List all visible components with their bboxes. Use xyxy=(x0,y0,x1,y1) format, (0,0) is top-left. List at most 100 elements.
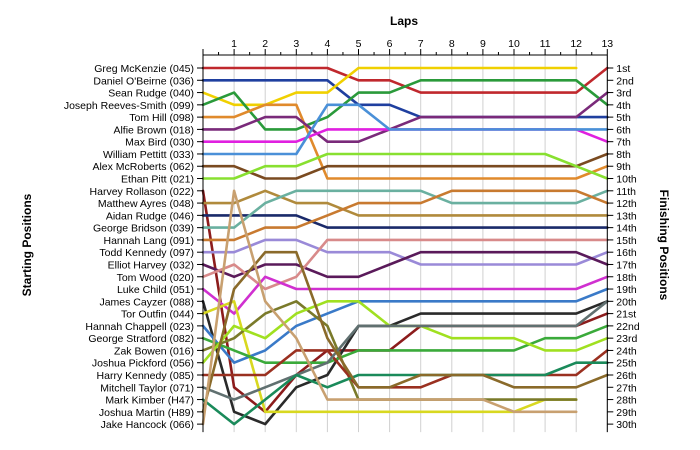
finishing-position-label: 15th xyxy=(616,235,637,247)
lap-tick-label: 6 xyxy=(387,38,393,50)
finishing-position-label: 8th xyxy=(616,149,631,161)
starting-position-label: George Bridson (039) xyxy=(93,223,194,235)
starting-position-label: Mark Kimber (H47) xyxy=(105,395,194,407)
series-line xyxy=(201,79,609,131)
finishing-position-label: 5th xyxy=(616,112,631,124)
lap-tick-label: 12 xyxy=(570,38,582,50)
starting-position-label: Zak Bowen (016) xyxy=(114,345,194,357)
starting-position-label: Tom Hill (098) xyxy=(129,112,194,124)
starting-position-label: Hannah Lang (091) xyxy=(104,235,195,247)
finishing-position-label: 14th xyxy=(616,223,637,235)
lap-tick-label: 11 xyxy=(540,38,551,50)
lap-tick-label: 3 xyxy=(293,38,299,50)
finishing-position-label: 25th xyxy=(616,358,637,370)
finishing-position-label: 3rd xyxy=(616,88,631,100)
starting-position-label: Daniel O'Beirne (036) xyxy=(93,75,194,87)
lap-tick-label: 5 xyxy=(356,38,362,50)
lap-tick-label: 1 xyxy=(231,38,237,50)
lap-tick-label: 4 xyxy=(324,38,330,50)
finishing-position-label: 29th xyxy=(616,407,637,419)
series-line xyxy=(201,299,609,401)
starting-position-label: William Pettitt (033) xyxy=(103,149,194,161)
finishing-position-label: 21st xyxy=(616,309,636,321)
lap-tick-label: 10 xyxy=(508,38,520,50)
series-line xyxy=(201,189,609,229)
starting-position-label: Joshua Martin (H89) xyxy=(99,407,194,419)
series-line xyxy=(201,214,609,229)
starting-position-label: Mitchell Taylor (071) xyxy=(100,382,194,394)
finishing-position-label: 30th xyxy=(616,419,637,431)
finishing-position-label: 10th xyxy=(616,174,637,186)
starting-position-labels: Greg McKenzie (045)Daniel O'Beirne (036)… xyxy=(64,63,194,431)
starting-position-label: Harry Kennedy (085) xyxy=(97,370,194,382)
starting-position-label: Hannah Chappell (023) xyxy=(85,321,194,333)
finishing-position-label: 19th xyxy=(616,284,637,296)
series-line xyxy=(201,91,609,143)
starting-position-label: Greg McKenzie (045) xyxy=(94,63,194,75)
finishing-positions-axis-title: Finishing Positions xyxy=(657,190,671,301)
lap-tick-label: 7 xyxy=(418,38,424,50)
starting-position-label: Joshua Pickford (056) xyxy=(92,358,194,370)
series-line xyxy=(201,299,609,365)
finishing-position-label: 7th xyxy=(616,137,631,149)
starting-position-label: Jake Hancock (066) xyxy=(101,419,194,431)
finishing-position-label: 13th xyxy=(616,210,637,222)
series-line xyxy=(201,152,609,180)
finishing-position-label: 4th xyxy=(616,100,631,112)
finishing-position-label: 16th xyxy=(616,247,637,259)
starting-positions-axis-title: Starting Positions xyxy=(20,193,34,296)
finishing-position-label: 18th xyxy=(616,272,637,284)
starting-position-label: Todd Kennedy (097) xyxy=(99,247,194,259)
starting-position-label: Alfie Brown (018) xyxy=(113,124,194,136)
lap-tick-label: 8 xyxy=(449,38,455,50)
series-line xyxy=(201,250,609,414)
series-line xyxy=(201,324,609,365)
series-line xyxy=(201,128,609,143)
series-line xyxy=(201,299,609,426)
starting-position-label: Alex McRoberts (062) xyxy=(92,161,194,173)
finishing-position-label: 24th xyxy=(616,345,637,357)
starting-position-label: Matthew Ayres (048) xyxy=(98,198,194,210)
starting-position-label: Elliot Harvey (032) xyxy=(108,259,194,271)
lap-tick-label: 2 xyxy=(262,38,268,50)
series-line xyxy=(201,275,609,315)
starting-position-label: George Stratford (082) xyxy=(88,333,194,345)
series-line xyxy=(201,287,609,365)
finishing-position-label: 28th xyxy=(616,395,637,407)
finishing-position-label: 2nd xyxy=(616,75,634,87)
starting-position-label: Tom Wood (020) xyxy=(117,272,194,284)
series-line xyxy=(201,189,609,242)
lap-tick-label: 9 xyxy=(480,38,486,50)
finishing-position-label: 6th xyxy=(616,124,631,136)
finishing-position-label: 26th xyxy=(616,370,637,382)
starting-position-label: Max Bird (030) xyxy=(125,137,194,149)
starting-position-label: Tor Outfin (044) xyxy=(121,309,194,321)
finishing-position-label: 17th xyxy=(616,259,637,271)
finishing-position-label: 9th xyxy=(616,161,631,173)
finishing-position-label: 20th xyxy=(616,296,637,308)
series-line xyxy=(201,238,609,291)
series-line xyxy=(201,250,609,279)
lap-tick-labels: 1 2 3 4 5 6 7 8 9 10 11 12 13 xyxy=(231,38,613,50)
starting-position-label: Harvey Rollason (022) xyxy=(90,186,194,198)
lap-tick-label: 13 xyxy=(601,38,613,50)
series-line xyxy=(201,361,609,426)
series-line xyxy=(201,103,609,180)
finishing-position-label: 23rd xyxy=(616,333,637,345)
axes xyxy=(197,49,614,433)
starting-position-label: Ethan Pitt (021) xyxy=(121,174,194,186)
finishing-position-label: 22nd xyxy=(616,321,640,333)
series-line xyxy=(201,189,609,217)
series-line xyxy=(201,152,609,180)
finishing-position-label: 27th xyxy=(616,382,637,394)
series-lines xyxy=(201,66,609,426)
starting-position-label: James Cayzer (088) xyxy=(99,296,194,308)
finishing-position-labels: 1st2nd3rd4th5th6th7th8th9th10th11th12th1… xyxy=(616,63,640,431)
starting-position-label: Aidan Rudge (046) xyxy=(106,210,194,222)
starting-position-label: Luke Child (051) xyxy=(117,284,194,296)
series-line xyxy=(201,189,578,426)
finishing-position-label: 12th xyxy=(616,198,637,210)
series-line xyxy=(201,103,609,156)
finishing-position-label: 11th xyxy=(616,186,636,198)
